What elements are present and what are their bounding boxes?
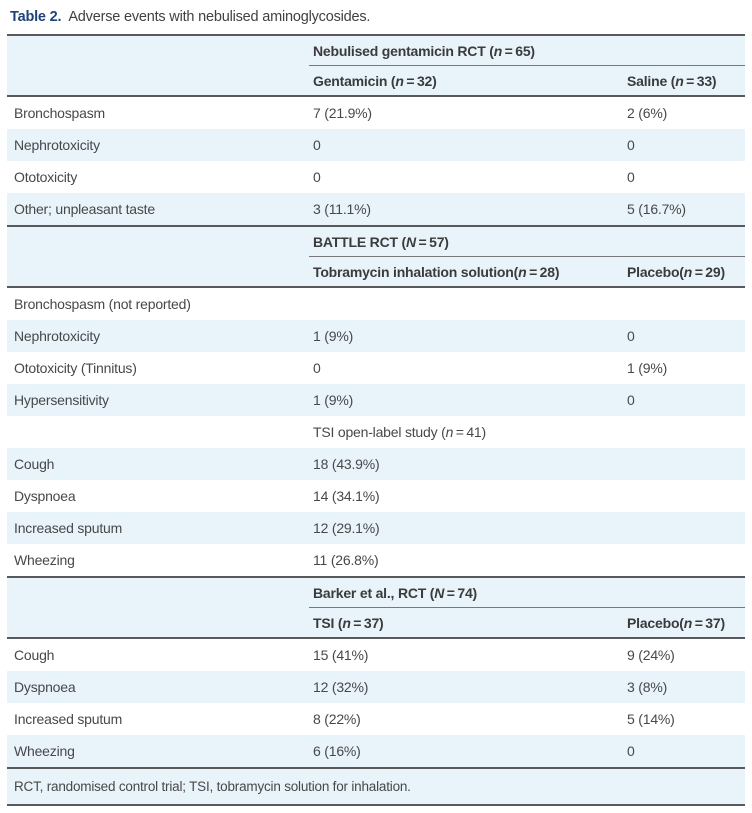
column-header: Gentamicin (n = 32) [309, 65, 623, 97]
value-cell [623, 544, 745, 578]
adverse-events-table: Nebulised gentamicin RCT (n = 65) Gentam… [7, 34, 745, 806]
row-label: Ototoxicity (Tinnitus) [7, 352, 309, 384]
value-cell: 15 (41%) [309, 638, 623, 671]
value-cell: 0 [309, 352, 623, 384]
value-cell: 11 (26.8%) [309, 544, 623, 578]
section-header-row: Nebulised gentamicin RCT (n = 65) [7, 35, 745, 66]
empty-cell [7, 577, 309, 608]
value-cell: 2 (6%) [623, 96, 745, 129]
table-row: Increased sputum 12 (29.1%) [7, 512, 745, 544]
section-header-row: Barker et al., RCT (N = 74) [7, 577, 745, 608]
value-cell: 5 (16.7%) [623, 193, 745, 227]
value-cell: 0 [309, 161, 623, 193]
column-header-row: Tobramycin inhalation solution(n = 28) P… [7, 256, 745, 288]
value-cell: 6 (16%) [309, 735, 623, 769]
value-cell: 3 (11.1%) [309, 193, 623, 227]
value-cell: 12 (32%) [309, 671, 623, 703]
value-cell: 1 (9%) [623, 352, 745, 384]
table-row: Dyspnoea 14 (34.1%) [7, 480, 745, 512]
value-cell [623, 480, 745, 512]
table-row: Nephrotoxicity 1 (9%) 0 [7, 320, 745, 352]
table-row: Dyspnoea 12 (32%) 3 (8%) [7, 671, 745, 703]
value-cell: 18 (43.9%) [309, 448, 623, 480]
column-header-row: TSI (n = 37) Placebo(n = 37) [7, 607, 745, 639]
column-header: Placebo(n = 29) [623, 256, 745, 288]
value-cell: 0 [623, 320, 745, 352]
table-row: Cough 15 (41%) 9 (24%) [7, 638, 745, 671]
row-label: Nephrotoxicity [7, 320, 309, 352]
row-label: Cough [7, 448, 309, 480]
value-cell [623, 512, 745, 544]
value-cell: 3 (8%) [623, 671, 745, 703]
table-row: Other; unpleasant taste 3 (11.1%) 5 (16.… [7, 193, 745, 227]
row-label: Wheezing [7, 735, 309, 769]
row-label: Wheezing [7, 544, 309, 578]
table-row: Nephrotoxicity 0 0 [7, 129, 745, 161]
table-row: Increased sputum 8 (22%) 5 (14%) [7, 703, 745, 735]
value-cell: 0 [623, 129, 745, 161]
value-cell: 0 [623, 384, 745, 416]
column-header: Saline (n = 33) [623, 65, 745, 97]
value-cell: 0 [623, 735, 745, 769]
value-cell: 9 (24%) [623, 638, 745, 671]
table-footnote: RCT, randomised control trial; TSI, tobr… [7, 768, 745, 806]
row-label: Hypersensitivity [7, 384, 309, 416]
row-label: Bronchospasm [7, 96, 309, 129]
row-label: Ototoxicity [7, 161, 309, 193]
row-label: Other; unpleasant taste [7, 193, 309, 227]
value-cell: 1 (9%) [309, 384, 623, 416]
empty-cell [7, 256, 309, 288]
table-row: Hypersensitivity 1 (9%) 0 [7, 384, 745, 416]
table-caption-text: Adverse events with nebulised aminoglyco… [68, 9, 371, 25]
table-row: Ototoxicity (Tinnitus) 0 1 (9%) [7, 352, 745, 384]
column-header-row: Gentamicin (n = 32) Saline (n = 33) [7, 65, 745, 97]
empty-cell [623, 416, 745, 448]
value-cell [623, 448, 745, 480]
section-title: Nebulised gentamicin RCT (n = 65) [309, 35, 745, 66]
empty-cell [7, 35, 309, 66]
section-header-row: BATTLE RCT (N = 57) [7, 226, 745, 257]
value-cell: 5 (14%) [623, 703, 745, 735]
column-header: Placebo(n = 37) [623, 607, 745, 639]
value-cell: 8 (22%) [309, 703, 623, 735]
row-label: Nephrotoxicity [7, 129, 309, 161]
section-title: Barker et al., RCT (N = 74) [309, 577, 745, 608]
row-label: Dyspnoea [7, 671, 309, 703]
table-number: Table 2. [10, 9, 62, 25]
section-title: BATTLE RCT (N = 57) [309, 226, 745, 257]
table-row: Wheezing 11 (26.8%) [7, 544, 745, 578]
empty-cell [7, 416, 309, 448]
table-row: Cough 18 (43.9%) [7, 448, 745, 480]
empty-cell [7, 226, 309, 257]
table-caption: Table 2. Adverse events with nebulised am… [0, 0, 752, 34]
row-label: Dyspnoea [7, 480, 309, 512]
table-row: Ototoxicity 0 0 [7, 161, 745, 193]
table-row: Bronchospasm (not reported) [7, 287, 745, 320]
row-label: Increased sputum [7, 512, 309, 544]
value-cell: 0 [309, 129, 623, 161]
value-cell: 12 (29.1%) [309, 512, 623, 544]
subsection-header-row: TSI open-label study (n = 41) [7, 416, 745, 448]
empty-cell [7, 607, 309, 639]
row-label: Bronchospasm (not reported) [7, 287, 309, 320]
value-cell [309, 287, 623, 320]
table-row: Bronchospasm 7 (21.9%) 2 (6%) [7, 96, 745, 129]
subsection-title: TSI open-label study (n = 41) [309, 416, 623, 448]
value-cell: 14 (34.1%) [309, 480, 623, 512]
column-header: TSI (n = 37) [309, 607, 623, 639]
empty-cell [7, 65, 309, 97]
value-cell [623, 287, 745, 320]
value-cell: 1 (9%) [309, 320, 623, 352]
column-header: Tobramycin inhalation solution(n = 28) [309, 256, 623, 288]
value-cell: 0 [623, 161, 745, 193]
row-label: Increased sputum [7, 703, 309, 735]
table-row: Wheezing 6 (16%) 0 [7, 735, 745, 769]
value-cell: 7 (21.9%) [309, 96, 623, 129]
row-label: Cough [7, 638, 309, 671]
footnote-row: RCT, randomised control trial; TSI, tobr… [7, 768, 745, 806]
